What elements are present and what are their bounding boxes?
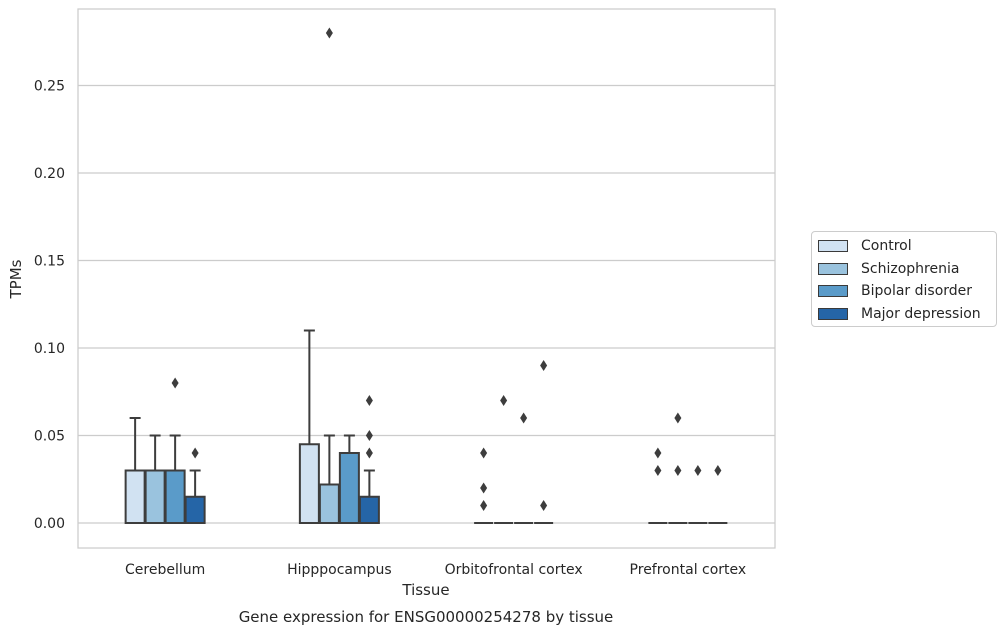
x-tick-label: Cerebellum [125, 562, 205, 578]
outlier-point [171, 377, 179, 389]
legend-item: Bipolar disorder [818, 281, 972, 301]
box-bipolar-disorder [514, 412, 534, 524]
legend-label: Control [861, 238, 912, 254]
box-schizophrenia [494, 395, 514, 524]
outlier-point [540, 500, 548, 511]
box-groups [124, 27, 728, 524]
outlier-point [654, 465, 662, 476]
box-iqr [124, 469, 146, 524]
box-iqr [298, 443, 320, 524]
x-tick-label: Prefrontal cortex [630, 562, 747, 578]
box-bipolar-disorder [164, 377, 186, 524]
x-tick-label: Orbitofrontal cortex [445, 562, 583, 578]
box-bipolar-disorder [688, 465, 708, 524]
legend-swatch [818, 285, 848, 297]
box-schizophrenia [668, 412, 688, 524]
outlier-point [520, 412, 528, 424]
box-major-depression [534, 360, 554, 524]
legend-label: Major depression [861, 305, 981, 322]
outlier-point [325, 27, 333, 39]
outlier-point [540, 360, 548, 371]
box-iqr [318, 483, 340, 524]
legend-swatch [818, 240, 848, 252]
box-iqr [144, 469, 166, 524]
outlier-point [365, 395, 373, 406]
legend-swatch [818, 262, 848, 275]
outlier-point [694, 465, 702, 476]
outlier-point [714, 465, 722, 476]
outlier-point [480, 447, 488, 459]
legend-label: Bipolar disorder [861, 283, 973, 299]
plot-frame [77, 8, 776, 549]
box-control [124, 417, 146, 524]
box-schizophrenia [144, 434, 166, 524]
outlier-point [365, 447, 373, 459]
box-major-depression [358, 395, 380, 524]
outlier-point [674, 465, 682, 476]
y-tick-label: 0.15 [34, 254, 65, 270]
y-tick-label: 0.10 [34, 341, 65, 357]
box-iqr [358, 495, 380, 524]
outlier-point [654, 447, 662, 459]
box-control [298, 329, 320, 524]
outlier-point [365, 430, 373, 441]
x-tick-labels: Cerebellum Hipppocampus Orbitofrontal cort… [125, 562, 746, 578]
box-control [648, 447, 668, 524]
box-control [474, 447, 494, 524]
legend-item: Control [818, 236, 912, 256]
outlier-point [191, 447, 199, 459]
box-bipolar-disorder [338, 434, 360, 524]
legend: Control Schizophrenia Bipolar disorder Majo… [811, 231, 997, 327]
chart-title: Gene expression for ENSG00000254278 by t… [239, 608, 614, 626]
outlier-point [674, 412, 682, 424]
y-gridlines [78, 84, 775, 524]
box-iqr [338, 452, 360, 524]
box-iqr [164, 469, 186, 524]
y-tick-label: 0.00 [34, 516, 65, 532]
y-tick-labels: 0.00 0.05 0.10 0.15 0.20 0.25 [34, 79, 65, 533]
legend-item: Schizophrenia [818, 259, 959, 279]
box-major-depression [184, 447, 206, 524]
outlier-point [480, 500, 488, 511]
box-iqr [184, 495, 206, 524]
outlier-point [480, 482, 488, 494]
y-tick-label: 0.05 [34, 429, 65, 445]
legend-label: Schizophrenia [861, 260, 960, 277]
x-tick-label: Hipppocampus [287, 562, 392, 578]
y-tick-label: 0.25 [34, 79, 65, 95]
box-major-depression [708, 465, 728, 524]
x-axis-label: Tissue [401, 581, 449, 599]
legend-swatch [818, 307, 848, 320]
y-axis-label: TPMs [7, 259, 25, 299]
outlier-point [500, 395, 508, 406]
box-schizophrenia [318, 27, 340, 524]
y-tick-label: 0.20 [34, 166, 65, 182]
legend-item: Major depression [818, 304, 981, 324]
